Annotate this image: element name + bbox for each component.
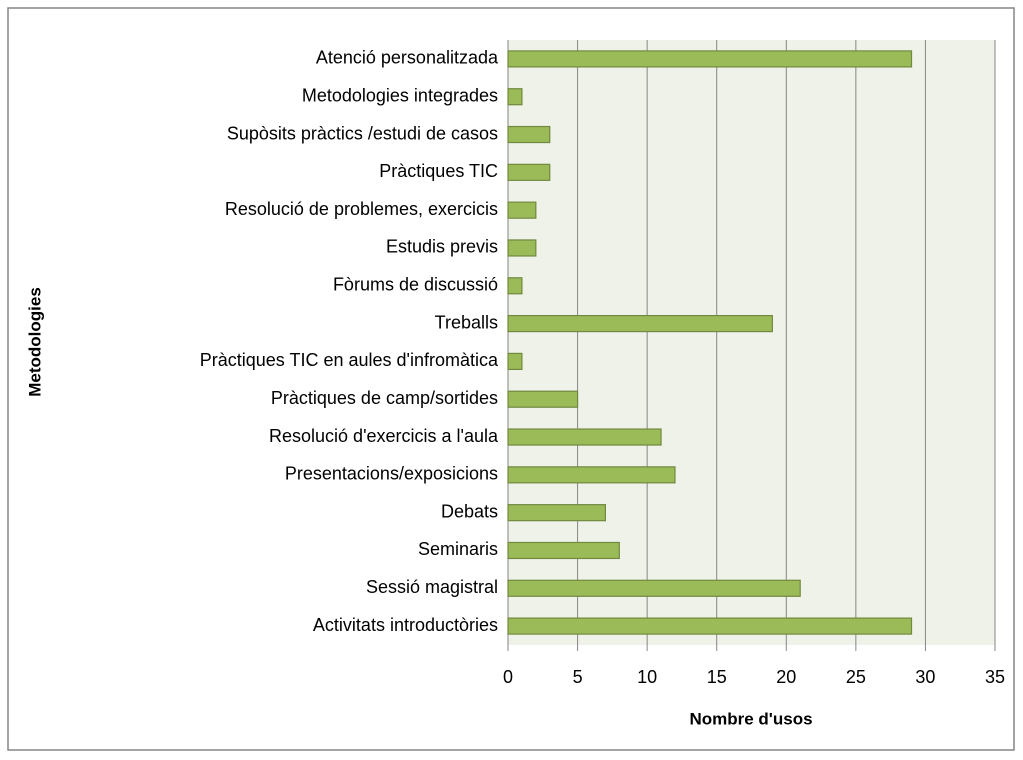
x-tick-label: 0 — [503, 667, 513, 687]
x-axis-title: Nombre d'usos — [689, 709, 812, 728]
bar — [507, 352, 523, 371]
y-tick-label: Atenció personalitzada — [316, 48, 499, 68]
y-tick-label: Treballs — [435, 312, 498, 332]
bar — [507, 277, 523, 295]
y-tick-label: Resolució d'exercicis a l'aula — [269, 426, 499, 446]
bar — [507, 428, 662, 446]
bar — [507, 617, 913, 635]
y-tick-label: Metodologies integrades — [302, 85, 498, 105]
y-tick-label: Activitats introductòries — [313, 615, 498, 635]
y-tick-label: Supòsits pràctics /estudi de casos — [227, 123, 498, 143]
bar — [507, 541, 620, 560]
bar — [507, 390, 579, 408]
bar — [507, 239, 537, 257]
y-tick-label: Resolució de problemes, exercicis — [225, 199, 498, 219]
bar — [507, 163, 551, 181]
y-tick-label: Pràctiques TIC — [379, 161, 498, 181]
bar — [507, 125, 551, 144]
bar — [507, 50, 913, 68]
y-tick-label: Estudis previs — [386, 237, 498, 257]
y-tick-label: Sessió magistral — [366, 577, 498, 597]
bar — [507, 201, 537, 219]
x-tick-label: 20 — [776, 667, 796, 687]
x-tick-label: 30 — [915, 667, 935, 687]
x-tick-label: 35 — [985, 667, 1005, 687]
y-tick-label: Pràctiques de camp/sortides — [271, 388, 498, 408]
y-tick-label: Debats — [441, 501, 498, 521]
x-tick-label: 15 — [707, 667, 727, 687]
bar — [507, 579, 801, 597]
bar — [507, 314, 773, 333]
y-tick-label: Fòrums de discussió — [333, 275, 498, 295]
bar — [507, 504, 607, 522]
y-tick-label: Seminaris — [418, 539, 498, 559]
y-axis-title: Metodologies — [25, 287, 44, 397]
y-tick-label: Presentacions/exposicions — [285, 464, 498, 484]
x-tick-label: 5 — [573, 667, 583, 687]
bar — [507, 466, 676, 484]
x-tick-label: 25 — [846, 667, 866, 687]
bar — [507, 88, 523, 106]
x-tick-label: 10 — [637, 667, 657, 687]
y-tick-label: Pràctiques TIC en aules d'infromàtica — [200, 350, 499, 370]
